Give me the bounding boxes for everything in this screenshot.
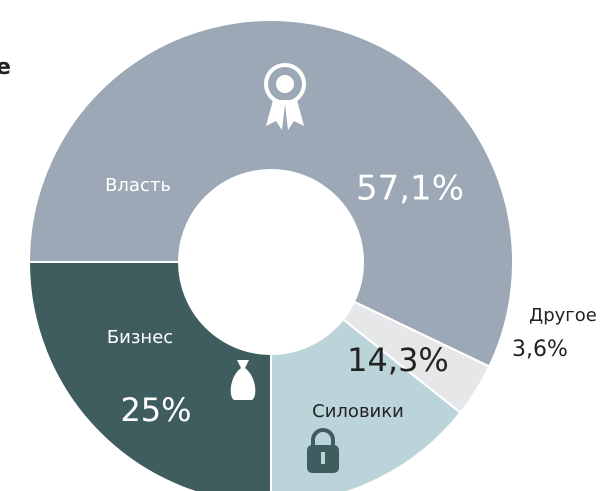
slice bbox=[27, 19, 514, 368]
value-label: 25% bbox=[120, 391, 191, 429]
slice-name: Власть bbox=[105, 175, 171, 196]
award-icon bbox=[264, 63, 306, 130]
labels: Власть 57,1% Другое 3,6% Силовики 14,3% Бизнес… bbox=[105, 169, 597, 430]
chart-title: е bbox=[0, 55, 11, 80]
slices bbox=[27, 19, 514, 491]
value-label: 57,1% bbox=[356, 169, 464, 209]
value-label: 14,3% bbox=[347, 341, 449, 379]
bag-icon bbox=[230, 360, 256, 400]
slice bbox=[27, 261, 272, 491]
slice-name: Бизнес bbox=[107, 327, 173, 348]
slice-name: Другое bbox=[529, 305, 597, 326]
value-label: 3,6% bbox=[512, 337, 568, 362]
slice-name: Силовики bbox=[312, 401, 404, 422]
lock-icon bbox=[307, 428, 339, 473]
